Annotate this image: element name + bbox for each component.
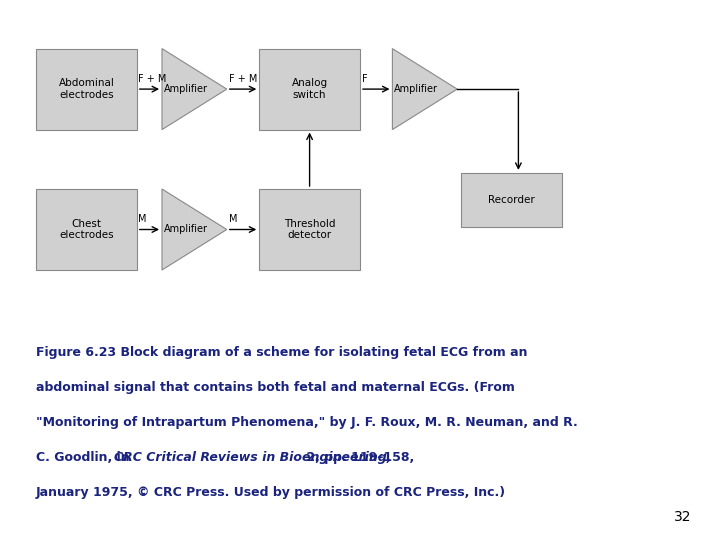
FancyBboxPatch shape bbox=[461, 173, 562, 227]
Text: F: F bbox=[362, 73, 368, 84]
Text: abdominal signal that contains both fetal and maternal ECGs. (From: abdominal signal that contains both feta… bbox=[36, 381, 515, 394]
FancyBboxPatch shape bbox=[36, 49, 137, 130]
Text: C. Goodlin, in: C. Goodlin, in bbox=[36, 451, 134, 464]
Polygon shape bbox=[162, 49, 227, 130]
Text: 2, pp. 119–158,: 2, pp. 119–158, bbox=[302, 451, 415, 464]
Text: Abdominal
electrodes: Abdominal electrodes bbox=[58, 78, 114, 100]
Text: CRC Critical Reviews in Bioengineering,: CRC Critical Reviews in Bioengineering, bbox=[114, 451, 391, 464]
Text: January 1975, © CRC Press. Used by permission of CRC Press, Inc.): January 1975, © CRC Press. Used by permi… bbox=[36, 486, 506, 499]
FancyBboxPatch shape bbox=[36, 189, 137, 270]
Text: F + M: F + M bbox=[138, 73, 166, 84]
Text: 32: 32 bbox=[674, 510, 691, 524]
FancyBboxPatch shape bbox=[259, 49, 360, 130]
Text: "Monitoring of Intrapartum Phenomena," by J. F. Roux, M. R. Neuman, and R.: "Monitoring of Intrapartum Phenomena," b… bbox=[36, 416, 577, 429]
Text: Amplifier: Amplifier bbox=[395, 84, 438, 94]
Text: Figure 6.23 Block diagram of a scheme for isolating fetal ECG from an: Figure 6.23 Block diagram of a scheme fo… bbox=[36, 346, 528, 359]
Text: F + M: F + M bbox=[229, 73, 257, 84]
Text: Amplifier: Amplifier bbox=[164, 225, 208, 234]
Polygon shape bbox=[392, 49, 457, 130]
Text: M: M bbox=[229, 214, 238, 224]
Text: Analog
switch: Analog switch bbox=[292, 78, 328, 100]
Text: M: M bbox=[138, 214, 147, 224]
Text: Threshold
detector: Threshold detector bbox=[284, 219, 336, 240]
FancyBboxPatch shape bbox=[259, 189, 360, 270]
Text: Recorder: Recorder bbox=[488, 195, 534, 205]
Text: Amplifier: Amplifier bbox=[164, 84, 208, 94]
Polygon shape bbox=[162, 189, 227, 270]
Text: Chest
electrodes: Chest electrodes bbox=[59, 219, 114, 240]
